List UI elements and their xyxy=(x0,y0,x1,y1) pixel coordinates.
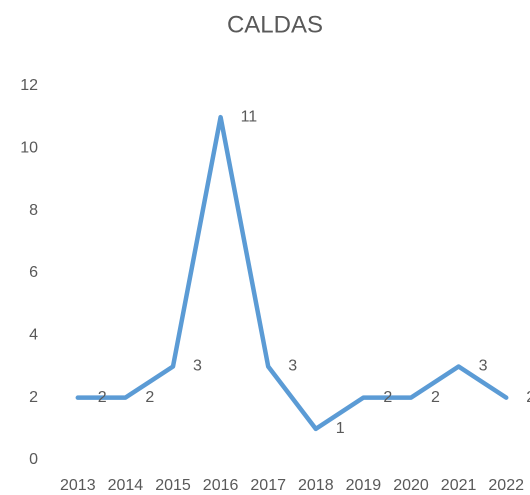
line xyxy=(75,114,509,432)
data-label: 2 xyxy=(98,389,107,406)
data-label: 2 xyxy=(526,389,530,406)
x-tick-label: 2013 xyxy=(60,477,96,494)
y-tick-label: 8 xyxy=(29,202,38,219)
data-label: 11 xyxy=(241,108,258,125)
y-tick-label: 0 xyxy=(29,451,38,468)
data-label: 3 xyxy=(193,358,202,375)
x-tick-label: 2017 xyxy=(250,477,286,494)
data-label: 2 xyxy=(383,389,392,406)
y-tick-label: 10 xyxy=(20,140,38,157)
data-label: 1 xyxy=(336,420,345,437)
y-tick-label: 12 xyxy=(20,77,38,94)
x-tick-label: 2016 xyxy=(203,477,239,494)
chart-title: CALDAS xyxy=(227,11,323,38)
x-tick-label: 2020 xyxy=(393,477,429,494)
x-tick-label: 2015 xyxy=(155,477,191,494)
data-label: 2 xyxy=(145,389,154,406)
x-tick-label: 2014 xyxy=(108,477,144,494)
data-label: 3 xyxy=(479,358,488,375)
x-tick-label: 2022 xyxy=(488,477,524,494)
y-tick-label: 4 xyxy=(29,327,38,344)
y-tick-label: 6 xyxy=(29,264,38,281)
y-tick-label: 2 xyxy=(29,389,38,406)
x-tick-label: 2018 xyxy=(298,477,334,494)
x-tick-label: 2019 xyxy=(346,477,382,494)
data-label: 2 xyxy=(431,389,440,406)
data-label: 3 xyxy=(288,358,297,375)
x-tick-label: 2021 xyxy=(441,477,477,494)
